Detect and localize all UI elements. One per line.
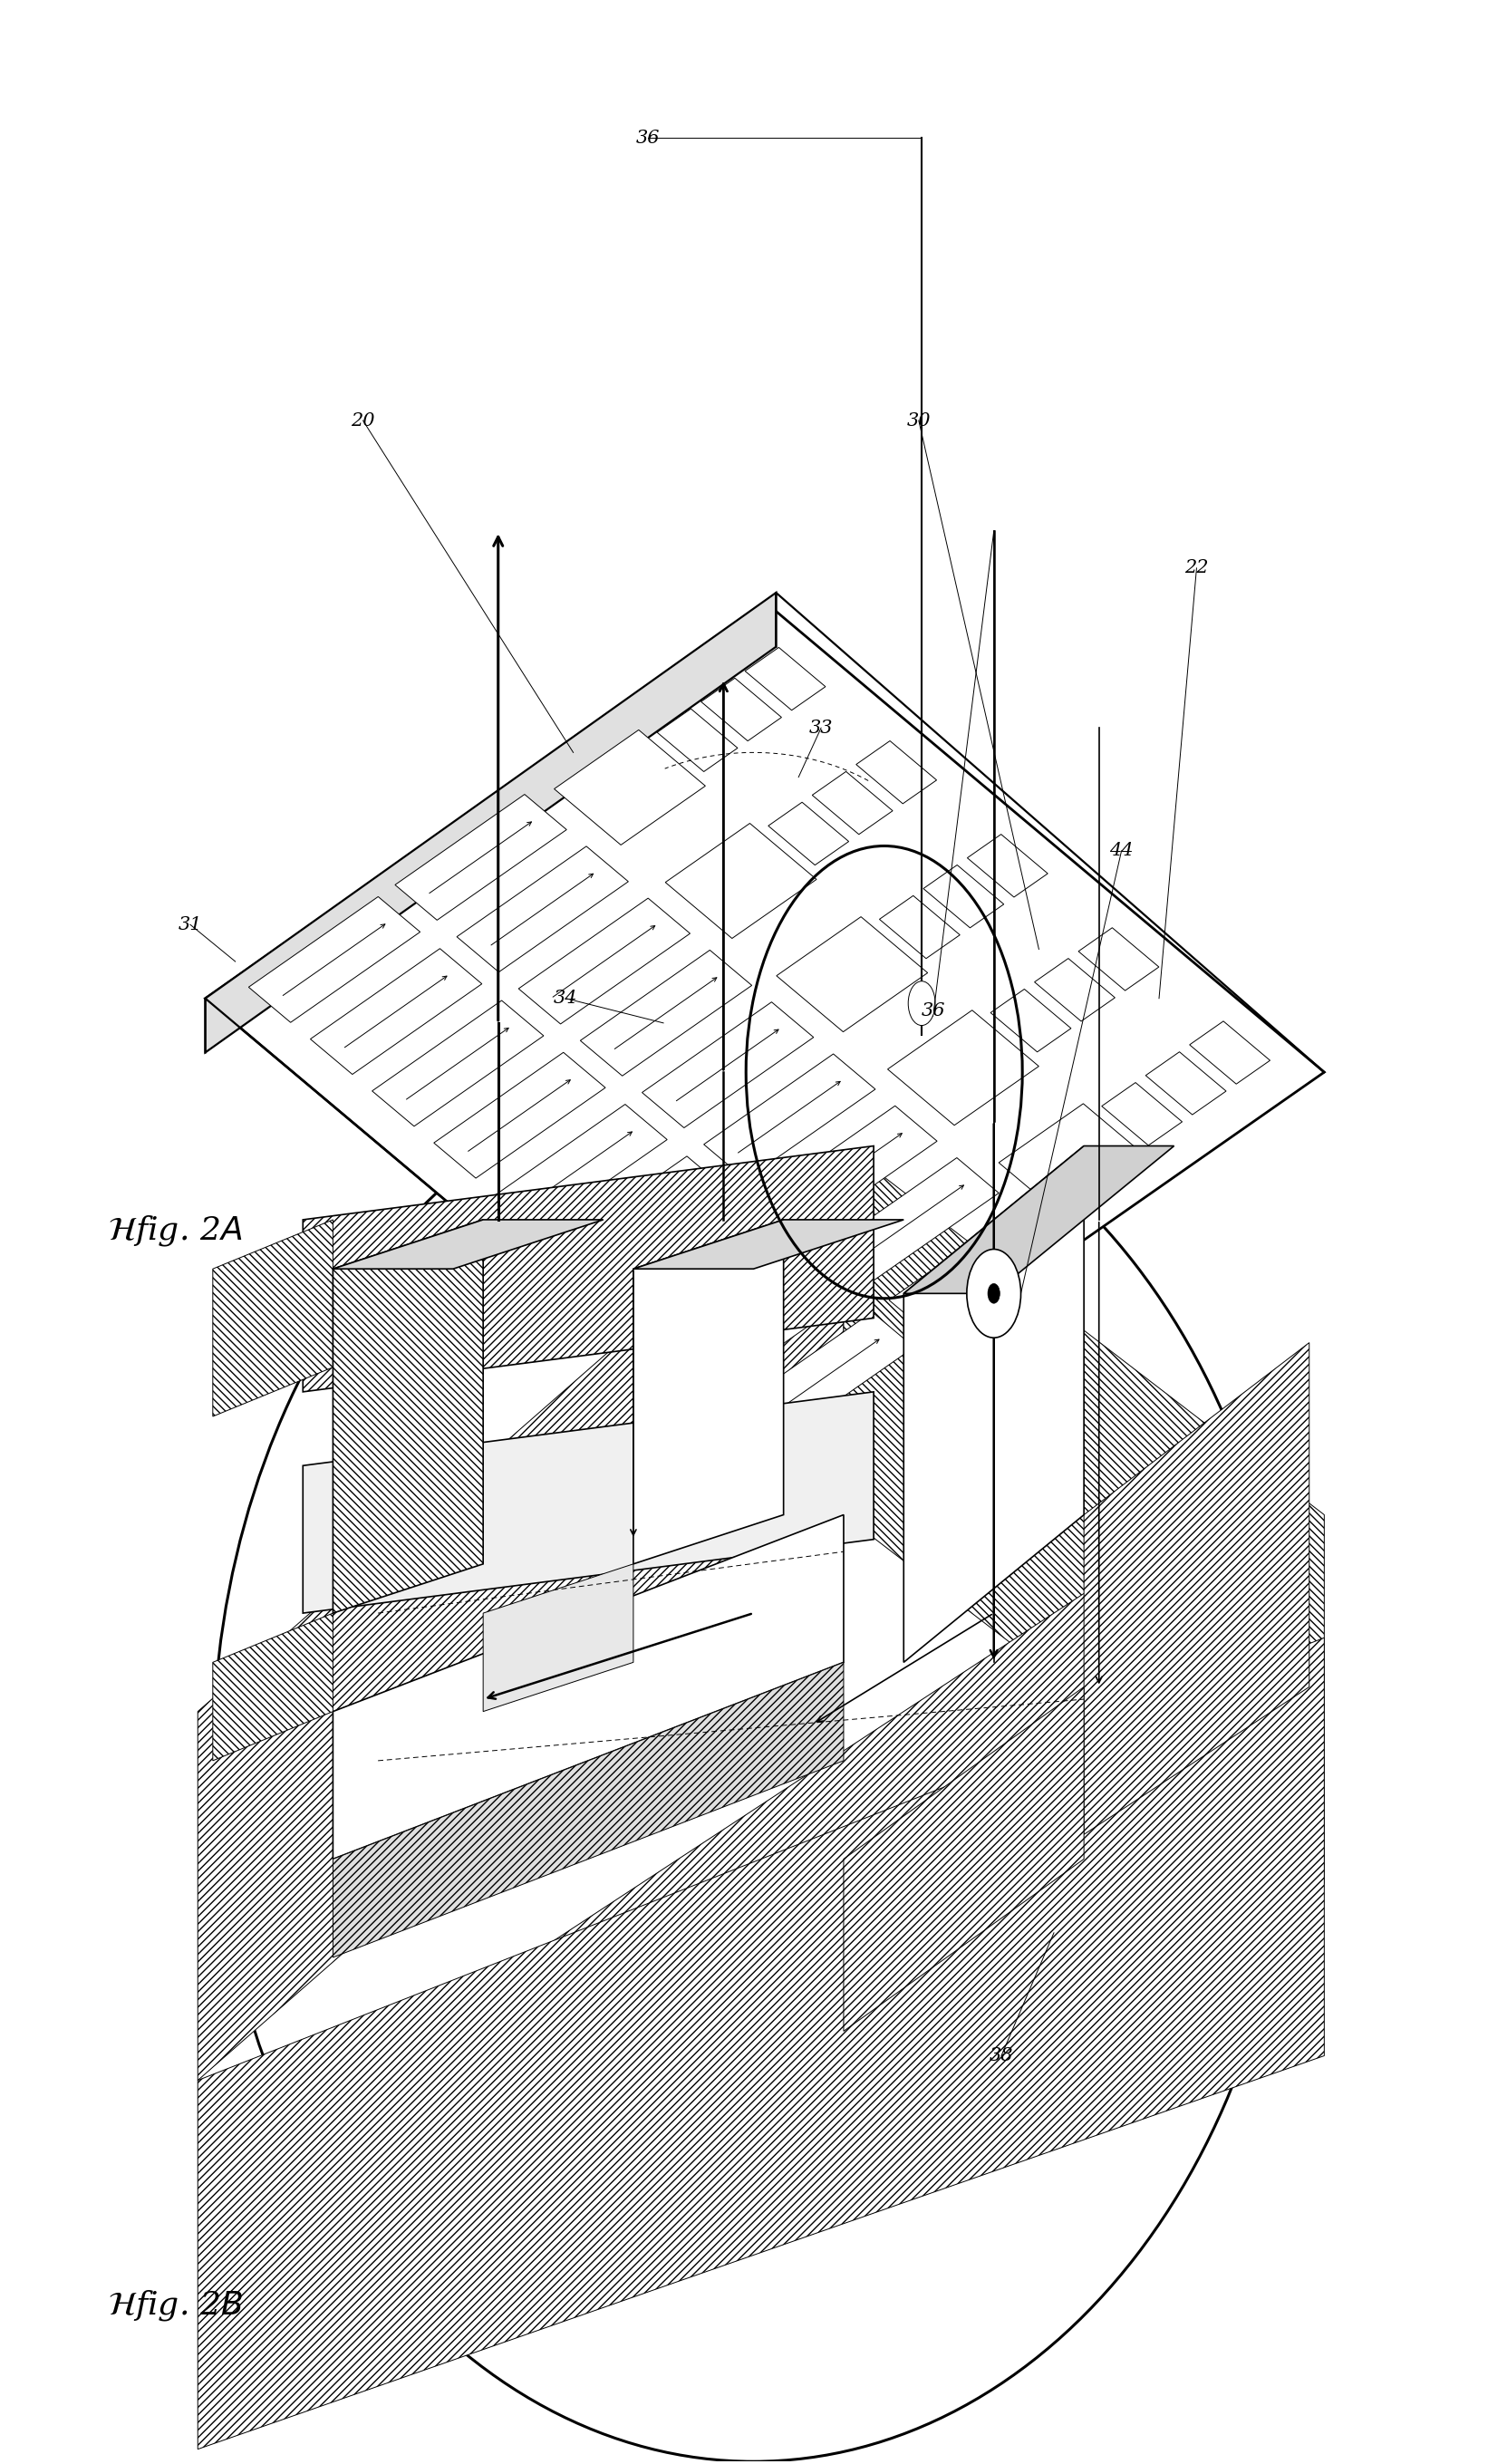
Polygon shape (496, 1104, 668, 1230)
Polygon shape (827, 1158, 999, 1284)
Text: 36: 36 (922, 1003, 946, 1020)
Polygon shape (967, 835, 1047, 897)
Polygon shape (743, 1311, 915, 1437)
Polygon shape (1079, 929, 1159, 991)
Text: 33: 33 (809, 719, 833, 737)
Text: 36: 36 (636, 128, 660, 145)
Polygon shape (657, 710, 737, 771)
Polygon shape (457, 845, 628, 973)
Polygon shape (395, 793, 567, 919)
Polygon shape (372, 1000, 544, 1126)
Text: $\mathcal{H}$fig. 2$B$: $\mathcal{H}$fig. 2$B$ (107, 2289, 243, 2324)
Polygon shape (1145, 1052, 1227, 1114)
Polygon shape (769, 803, 848, 865)
Polygon shape (999, 1104, 1150, 1220)
Text: $\mathcal{H}$fig. 2$A$: $\mathcal{H}$fig. 2$A$ (107, 1215, 243, 1247)
Polygon shape (555, 729, 705, 845)
Polygon shape (303, 1146, 874, 1392)
Polygon shape (484, 1565, 633, 1712)
Polygon shape (701, 678, 782, 742)
Polygon shape (558, 1156, 729, 1281)
Polygon shape (812, 771, 892, 835)
Polygon shape (310, 949, 482, 1074)
Polygon shape (844, 1688, 1084, 2030)
Circle shape (909, 981, 936, 1025)
Polygon shape (642, 1003, 814, 1129)
Ellipse shape (212, 1060, 1295, 2462)
Polygon shape (889, 1210, 1061, 1335)
Polygon shape (704, 1055, 876, 1180)
Polygon shape (990, 988, 1071, 1052)
Text: 20: 20 (351, 411, 375, 429)
Text: 34: 34 (553, 991, 577, 1008)
Text: 30: 30 (907, 411, 931, 429)
Polygon shape (434, 1052, 606, 1178)
Polygon shape (212, 1614, 333, 1762)
Polygon shape (205, 594, 776, 1052)
Circle shape (987, 1284, 999, 1303)
Polygon shape (333, 1220, 603, 1269)
Polygon shape (1034, 958, 1115, 1020)
Polygon shape (197, 1146, 844, 2080)
Polygon shape (776, 917, 928, 1032)
Polygon shape (766, 1106, 937, 1232)
Polygon shape (1102, 1082, 1181, 1146)
Polygon shape (888, 1010, 1038, 1126)
Polygon shape (665, 823, 817, 939)
Polygon shape (844, 1146, 1325, 1882)
Polygon shape (633, 1220, 784, 1565)
Polygon shape (580, 951, 752, 1077)
Polygon shape (904, 1146, 1084, 1663)
Text: 31: 31 (178, 917, 202, 934)
Polygon shape (633, 1220, 904, 1269)
Polygon shape (880, 894, 960, 958)
Polygon shape (904, 1146, 1174, 1294)
Polygon shape (333, 1515, 844, 1858)
Polygon shape (681, 1259, 853, 1385)
Polygon shape (744, 648, 826, 710)
Polygon shape (518, 899, 690, 1025)
Text: 22: 22 (1185, 559, 1209, 577)
Polygon shape (924, 865, 1004, 929)
Polygon shape (205, 606, 1325, 1466)
Polygon shape (619, 1207, 791, 1333)
Polygon shape (303, 1392, 874, 1614)
Polygon shape (249, 897, 420, 1023)
Text: 44: 44 (1109, 843, 1133, 860)
Polygon shape (333, 1663, 844, 1956)
Text: 38: 38 (989, 2048, 1013, 2065)
Polygon shape (212, 1220, 333, 1417)
Circle shape (967, 1249, 1020, 1338)
Polygon shape (197, 1639, 1325, 2449)
Polygon shape (1084, 1343, 1310, 1833)
Polygon shape (529, 1565, 1129, 2252)
Polygon shape (856, 742, 937, 803)
Polygon shape (1189, 1020, 1270, 1084)
Polygon shape (333, 1220, 484, 1614)
